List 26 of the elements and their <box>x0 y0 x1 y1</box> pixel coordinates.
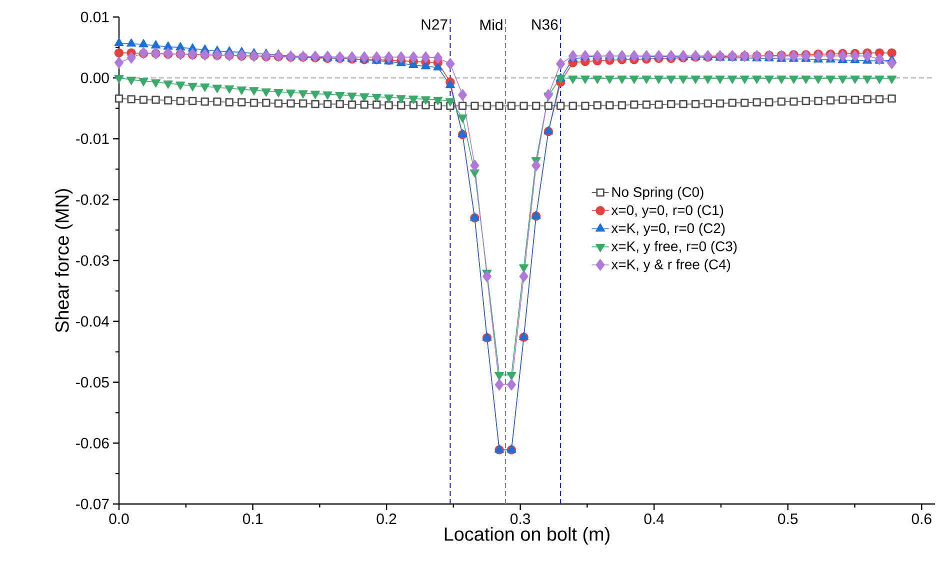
legend-label: No Spring (C0) <box>612 186 704 200</box>
y-tick-label: -0.01 <box>76 133 109 144</box>
x-axis-title: Location on bolt (m) <box>444 526 610 545</box>
y-tick-label: -0.03 <box>76 255 109 266</box>
x-tick-label: 0.4 <box>644 514 664 524</box>
y-axis-title: Shear force (MN) <box>54 189 73 332</box>
legend-label: x=0, y=0, r=0 (C1) <box>611 204 724 218</box>
x-tick-label: 0.0 <box>109 514 129 524</box>
y-tick-label: -0.02 <box>76 194 109 205</box>
y-tick-label: 0.01 <box>80 12 109 22</box>
x-tick-label: 0.3 <box>510 514 530 524</box>
ref-line-label: Mid <box>480 19 502 30</box>
y-tick-label: -0.06 <box>76 438 109 448</box>
legend-label: x=K, y=0, r=0 (C2) <box>611 222 725 236</box>
legend-label: x=K, y & r free (C4) <box>611 259 730 272</box>
legend-label: x=K, y free, r=0 (C3) <box>611 241 737 254</box>
x-tick-label: 0.1 <box>242 514 262 524</box>
y-tick-label: -0.05 <box>76 376 109 388</box>
y-tick-label: 0.00 <box>80 72 109 84</box>
ref-line-label: N27 <box>422 19 448 30</box>
x-tick-label: 0.5 <box>778 514 798 524</box>
x-tick-label: 0.6 <box>912 514 932 524</box>
y-tick-label: -0.07 <box>76 498 109 510</box>
y-tick-label: -0.04 <box>76 316 110 327</box>
x-tick-label: 0.2 <box>376 514 396 524</box>
ref-line-label: N36 <box>532 19 558 30</box>
